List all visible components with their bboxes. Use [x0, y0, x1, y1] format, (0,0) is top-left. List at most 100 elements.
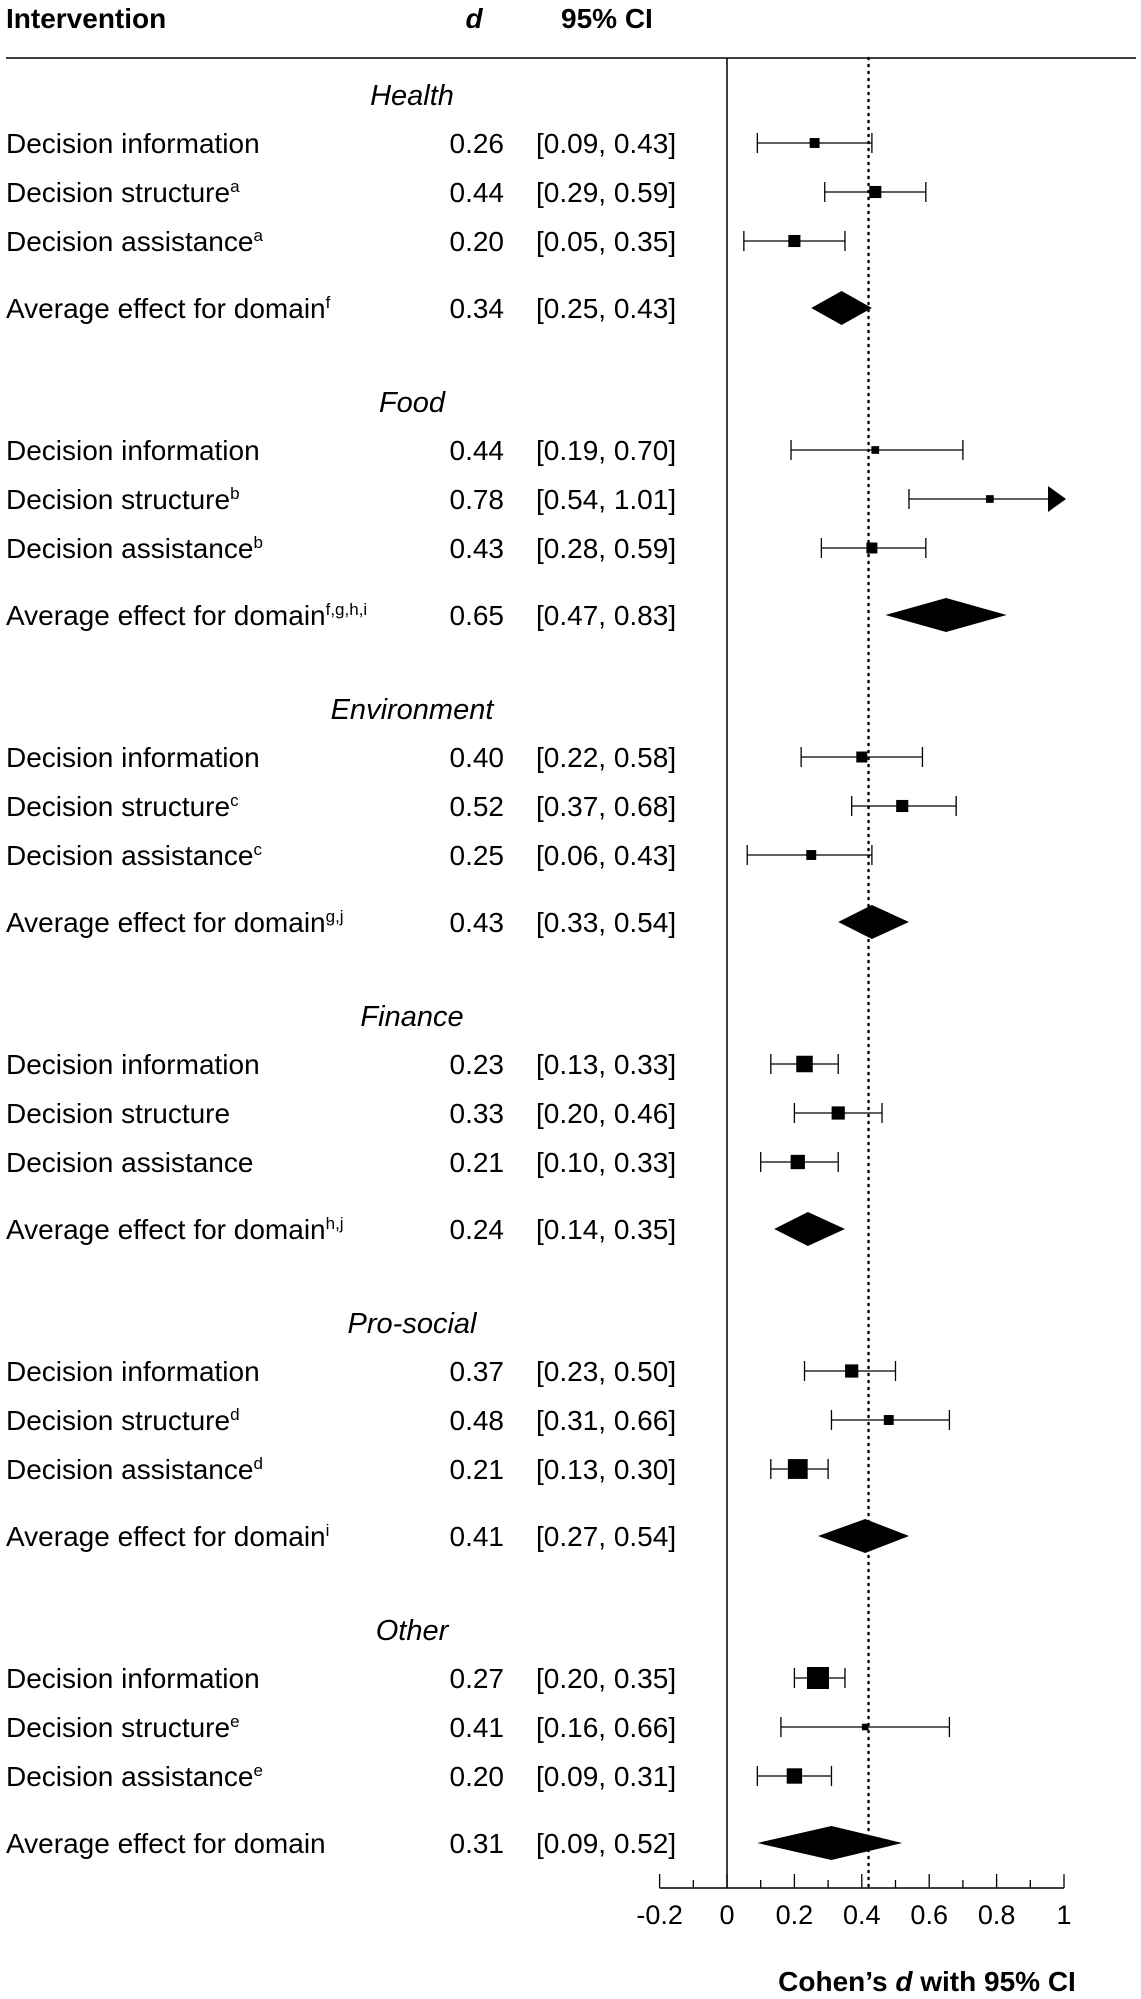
row-label: Average effect for domainf,g,h,i	[6, 600, 367, 631]
point-estimate	[796, 1055, 813, 1073]
row-label: Decision structureb	[6, 484, 240, 515]
x-tick-label: 0.8	[978, 1900, 1016, 1930]
header-intervention: Intervention	[6, 3, 166, 34]
row-label-superscript: c	[253, 840, 262, 859]
row-label-superscript: f	[326, 293, 331, 312]
effect-size-value: 0.25	[450, 840, 505, 871]
header-d: d	[465, 3, 483, 34]
point-estimate	[896, 799, 909, 813]
row-label: Decision information	[6, 128, 260, 159]
row-label-text: Decision structure	[6, 1405, 230, 1436]
summary-diamond	[838, 905, 909, 939]
point-estimate	[787, 1459, 808, 1479]
ci-value: [0.06, 0.43]	[536, 840, 676, 871]
row-label-superscript: b	[253, 533, 262, 552]
forest-rows: Health Decision information 0.26 [0.09, 0.4…	[6, 80, 1066, 1860]
row-label: Decision structured	[6, 1405, 240, 1436]
summary-diamond	[817, 1519, 909, 1553]
effect-size-value: 0.44	[450, 177, 505, 208]
point-estimate	[845, 1364, 859, 1378]
row-label: Average effect for domaini	[6, 1521, 329, 1552]
row-label: Decision information	[6, 1356, 260, 1387]
row-label: Decision structurea	[6, 177, 240, 208]
x-tick-label: 0.2	[776, 1900, 814, 1930]
header-ci: 95% CI	[561, 3, 653, 34]
point-estimate	[786, 1768, 803, 1784]
row-label-text: Decision structure	[6, 1712, 230, 1743]
point-estimate	[861, 1723, 869, 1731]
effect-size-value: 0.27	[450, 1663, 505, 1694]
ci-value: [0.28, 0.59]	[536, 533, 676, 564]
summary-diamond	[757, 1826, 903, 1860]
row-label-text: Average effect for domain	[6, 600, 326, 631]
ci-value: [0.10, 0.33]	[536, 1147, 676, 1178]
row-label: Decision assistancec	[6, 840, 262, 871]
effect-size-value: 0.48	[450, 1405, 505, 1436]
domain-heading: Other	[376, 1615, 450, 1647]
row-label-text: Average effect for domain	[6, 1521, 326, 1552]
row-label: Decision structuree	[6, 1712, 240, 1743]
row-label-text: Decision information	[6, 1663, 260, 1694]
row-label-text: Decision structure	[6, 791, 230, 822]
point-estimate	[871, 446, 880, 454]
row-label: Average effect for domaing,j	[6, 907, 344, 938]
row-label-text: Decision assistance	[6, 226, 253, 257]
row-label-text: Decision information	[6, 435, 260, 466]
row-label-superscript: e	[230, 1712, 239, 1731]
effect-size-value: 0.65	[450, 600, 505, 631]
effect-size-value: 0.31	[450, 1828, 505, 1859]
point-estimate	[883, 1415, 894, 1425]
point-estimate	[831, 1106, 845, 1120]
row-label-text: Decision assistance	[6, 533, 253, 564]
row-label-text: Average effect for domain	[6, 907, 326, 938]
row-label: Decision assistance	[6, 1147, 253, 1178]
domain-heading: Food	[379, 387, 446, 419]
point-estimate	[986, 495, 994, 503]
x-axis-title: Cohen’s d with 95% CI	[778, 1966, 1076, 1997]
row-label-text: Average effect for domain	[6, 293, 326, 324]
domain-heading: Health	[370, 80, 454, 112]
row-label-text: Decision assistance	[6, 840, 253, 871]
x-axis-title-italic: d	[895, 1966, 913, 1997]
x-tick-label: -0.2	[636, 1900, 683, 1930]
ci-value: [0.05, 0.35]	[536, 226, 676, 257]
row-label-superscript: g,j	[326, 907, 344, 926]
ci-value: [0.37, 0.68]	[536, 791, 676, 822]
row-label-superscript: f,g,h,i	[326, 600, 368, 619]
row-label: Average effect for domain	[6, 1828, 326, 1859]
ci-value: [0.13, 0.33]	[536, 1049, 676, 1080]
row-label-superscript: d	[253, 1454, 262, 1473]
row-label-text: Decision assistance	[6, 1454, 253, 1485]
point-estimate	[869, 185, 882, 199]
point-estimate	[790, 1154, 805, 1170]
ci-value: [0.19, 0.70]	[536, 435, 676, 466]
ci-value: [0.31, 0.66]	[536, 1405, 676, 1436]
effect-size-value: 0.33	[450, 1098, 505, 1129]
effect-size-value: 0.20	[450, 226, 505, 257]
row-label-text: Decision structure	[6, 1098, 230, 1129]
point-estimate	[809, 138, 820, 148]
ci-value: [0.23, 0.50]	[536, 1356, 676, 1387]
effect-size-value: 0.24	[450, 1214, 505, 1245]
ci-value: [0.09, 0.52]	[536, 1828, 676, 1859]
x-tick-label: 0.4	[843, 1900, 881, 1930]
effect-size-value: 0.78	[450, 484, 505, 515]
point-estimate	[806, 1667, 829, 1689]
row-label: Decision information	[6, 435, 260, 466]
ci-value: [0.20, 0.46]	[536, 1098, 676, 1129]
row-label-text: Decision information	[6, 128, 260, 159]
effect-size-value: 0.20	[450, 1761, 505, 1792]
row-label: Decision assistancee	[6, 1761, 263, 1792]
x-tick-label: 0.6	[910, 1900, 948, 1930]
point-estimate	[806, 850, 817, 860]
domain-heading: Pro-social	[348, 1308, 478, 1340]
row-label: Decision structurec	[6, 791, 239, 822]
point-estimate	[856, 751, 868, 763]
row-label-text: Decision structure	[6, 484, 230, 515]
ci-value: [0.20, 0.35]	[536, 1663, 676, 1694]
ci-value: [0.33, 0.54]	[536, 907, 676, 938]
summary-diamond	[811, 291, 872, 325]
effect-size-value: 0.41	[450, 1521, 505, 1552]
ci-value: [0.29, 0.59]	[536, 177, 676, 208]
